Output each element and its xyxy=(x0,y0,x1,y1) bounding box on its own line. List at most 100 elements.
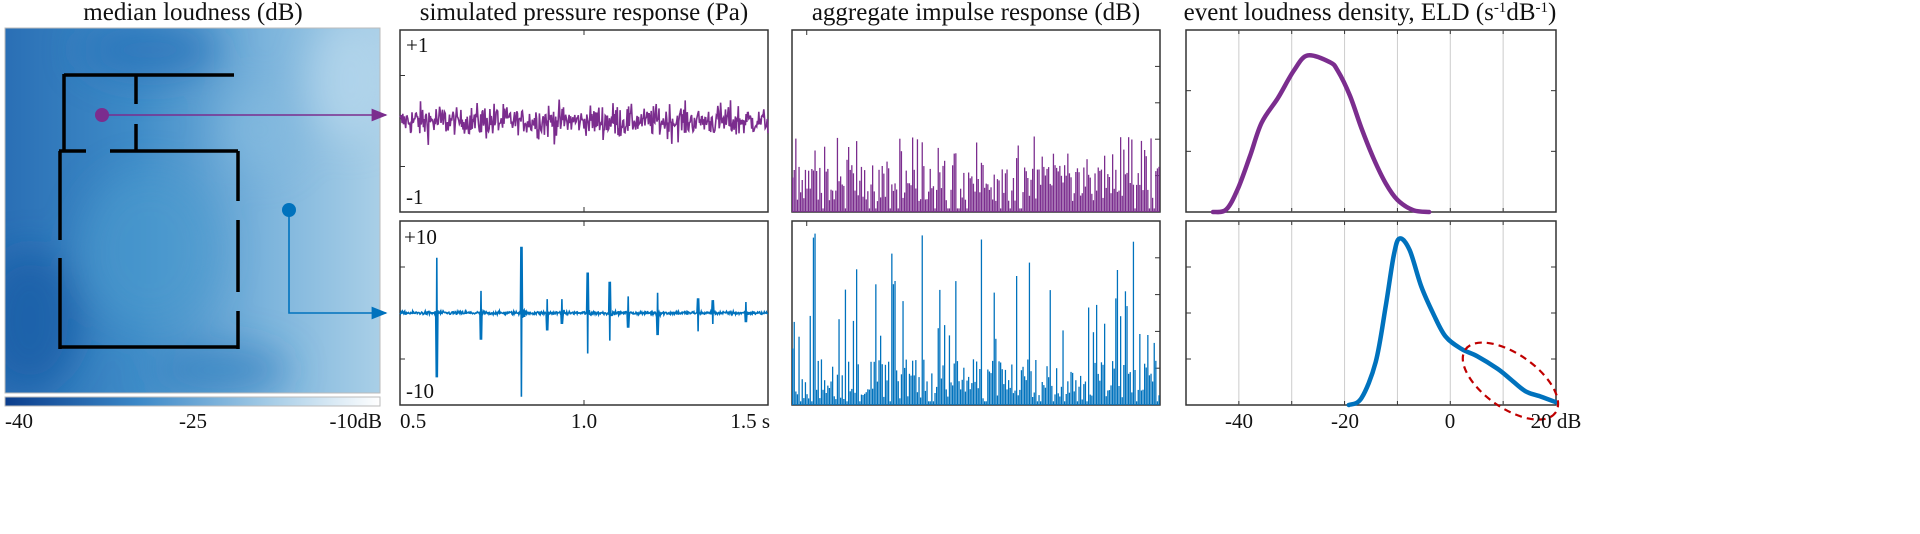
impulse-top-bar xyxy=(798,166,800,212)
impulse-top-bar xyxy=(977,179,979,212)
impulse-bottom-bar xyxy=(985,401,987,405)
impulse-top-bar xyxy=(825,171,827,212)
impulse-top-bar xyxy=(1067,153,1069,212)
impulse-bottom-bar xyxy=(854,392,856,405)
impulse-bottom-bar xyxy=(1076,401,1079,405)
impulse-bottom-bar xyxy=(1070,371,1072,405)
impulse-bottom-bar xyxy=(964,391,967,405)
impulse-top-bar xyxy=(1014,200,1016,212)
impulse-bottom-bar xyxy=(889,401,891,405)
impulse-bottom-bar xyxy=(1059,396,1061,405)
impulse-top-bar xyxy=(1156,168,1159,212)
impulse-top-bar xyxy=(1091,193,1093,212)
impulse-bottom-bar xyxy=(811,401,813,405)
eld-x-label-0: -40 xyxy=(1225,409,1253,433)
pressure-top-ymin-label: -1 xyxy=(406,185,424,209)
impulse-bottom-bar xyxy=(1096,304,1098,405)
impulse-bottom-bar xyxy=(886,380,888,405)
impulse-bottom-bar xyxy=(1126,306,1128,405)
impulse-top-bar xyxy=(929,168,931,212)
impulse-top-bar xyxy=(1099,170,1101,212)
impulse-top-bar xyxy=(985,183,987,212)
impulse-top-bar xyxy=(947,208,949,212)
impulse-top-bar xyxy=(1140,140,1143,212)
impulse-top-bar xyxy=(1155,171,1157,212)
impulse-bottom-bar xyxy=(856,269,858,405)
impulse-bottom-bar xyxy=(1038,395,1040,405)
impulse-bottom-bar xyxy=(873,361,875,405)
impulse-bottom-bar xyxy=(990,373,992,405)
impulse-bottom-bar xyxy=(833,396,835,405)
impulse-bottom-bar xyxy=(1139,334,1141,405)
impulse-top-bar xyxy=(792,177,794,212)
impulse-bottom-bar xyxy=(924,390,927,405)
impulse-top-bar xyxy=(976,142,978,212)
impulse-bottom-bar xyxy=(947,396,949,405)
impulse-top-bar xyxy=(937,147,939,212)
impulse-bottom-bar xyxy=(958,381,960,405)
impulse-bottom-bar xyxy=(1035,360,1037,405)
impulse-top-bar xyxy=(851,165,853,212)
impulse-top-bar xyxy=(801,180,803,212)
impulse-bottom-bar xyxy=(908,373,911,405)
impulse-top-bar xyxy=(864,170,866,212)
impulse-bottom-bar xyxy=(1131,392,1133,405)
impulse-bottom-bar xyxy=(1104,323,1106,405)
impulse-bottom-bar xyxy=(942,365,944,405)
impulse-top-bar xyxy=(1012,178,1015,212)
impulse-top-bar xyxy=(966,208,968,212)
impulse-top-bar xyxy=(835,190,837,212)
impulse-bottom-bar xyxy=(828,388,831,405)
impulse-bottom-bar xyxy=(1124,291,1127,405)
impulse-top-bar xyxy=(908,183,911,212)
impulse-top-bar xyxy=(995,200,997,212)
impulse-bottom-bar xyxy=(1152,381,1154,405)
impulse-bottom-bar xyxy=(1019,389,1021,405)
impulse-top-bar xyxy=(899,138,901,212)
impulse-bottom-bar xyxy=(956,361,959,405)
impulse-top-bar xyxy=(1059,165,1061,212)
impulse-bottom-bar xyxy=(897,381,899,405)
impulse-bottom-bar xyxy=(921,235,923,405)
impulse-top-bar xyxy=(816,171,818,212)
impulse-bottom-bar xyxy=(1153,342,1155,405)
impulse-top-bar xyxy=(1075,172,1077,212)
impulse-top-bar xyxy=(1073,193,1075,212)
impulse-top-bar xyxy=(1025,171,1027,212)
impulse-top-bar xyxy=(881,166,883,212)
floor-plan xyxy=(58,73,240,349)
impulse-top-bar xyxy=(1001,169,1003,212)
impulse-top-bar xyxy=(963,172,965,212)
eld-title-mid: dB xyxy=(1506,0,1535,26)
impulse-bottom-bar xyxy=(875,284,877,405)
impulse-bottom-bar xyxy=(1065,394,1067,405)
impulse-top-bar xyxy=(1123,149,1125,212)
colorbar-max-label: -10dB xyxy=(330,409,383,433)
impulse-bottom-bar xyxy=(896,370,898,405)
impulse-top-bar xyxy=(934,208,936,212)
impulse-bottom-bar xyxy=(1044,387,1047,405)
blue-arrow xyxy=(288,210,388,320)
impulse-bottom-bar xyxy=(932,401,935,405)
impulse-top-bar xyxy=(880,197,882,212)
impulse-bottom-bar xyxy=(920,397,922,405)
eld-top-curve xyxy=(1210,53,1432,215)
impulse-top-bar xyxy=(913,169,915,212)
impulse-top-bar xyxy=(945,200,947,212)
impulse-bottom-bar xyxy=(1004,369,1007,405)
impulse-top-bar xyxy=(1006,169,1008,212)
impulse-top-bar xyxy=(1107,174,1109,212)
impulse-top-bar xyxy=(956,208,959,212)
impulse-bottom-bar xyxy=(1156,401,1159,405)
impulse-top-bar xyxy=(1115,169,1117,212)
impulse-bottom-bar xyxy=(844,289,847,405)
impulse-top-bar xyxy=(972,183,975,212)
impulse-bottom-bar xyxy=(902,301,904,405)
impulse-bottom-bar xyxy=(1028,262,1031,405)
impulse-bottom-bar xyxy=(972,359,975,405)
impulse-bottom-bar xyxy=(1046,366,1048,405)
impulse-bottom-bar xyxy=(1025,380,1027,405)
impulse-top-bar xyxy=(1128,137,1130,212)
impulse-bottom-bar xyxy=(1009,387,1011,405)
impulse-top-bar xyxy=(1120,137,1122,212)
